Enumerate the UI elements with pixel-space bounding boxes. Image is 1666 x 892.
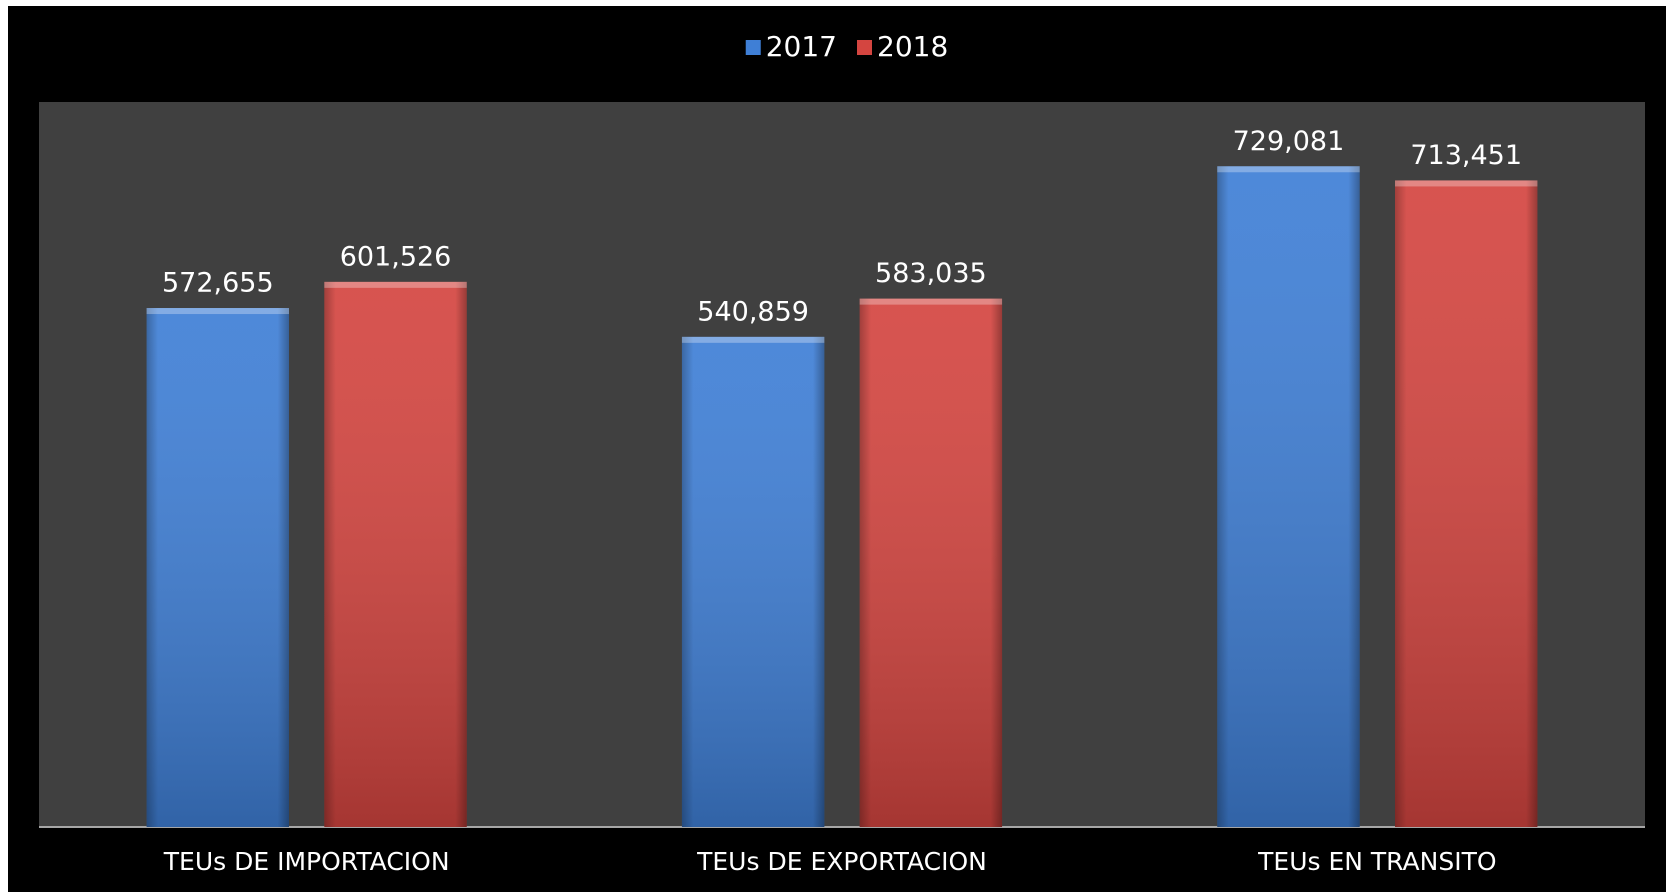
legend-swatch: [745, 40, 761, 55]
legend-label: 2017: [766, 30, 837, 63]
data-label: 540,859: [697, 296, 809, 327]
data-label: 601,526: [340, 241, 452, 272]
bar-edge: [1217, 166, 1360, 828]
bar-bevel: [324, 281, 467, 288]
plot-area: [39, 102, 1645, 827]
x-tick-label: TEUs EN TRANSITO: [1257, 847, 1496, 876]
data-label: 583,035: [875, 258, 987, 289]
bar-bevel: [859, 298, 1003, 305]
bar-bevel: [681, 336, 825, 343]
bar-bevel: [1217, 166, 1360, 173]
bar-edge: [681, 336, 825, 827]
x-tick-label: TEUs DE IMPORTACION: [163, 847, 450, 876]
bar-edge: [324, 281, 467, 827]
data-label: 572,655: [162, 268, 274, 299]
bar-bevel: [1394, 180, 1538, 187]
legend-swatch: [857, 40, 872, 55]
bar-edge: [859, 298, 1003, 828]
data-label: 729,081: [1233, 126, 1345, 157]
x-tick-label: TEUs DE EXPORTACION: [696, 847, 987, 876]
legend-label: 2018: [877, 30, 948, 63]
bar-edge: [146, 308, 290, 828]
bar-edge: [1394, 180, 1538, 827]
bar-bevel: [146, 308, 290, 315]
data-label: 713,451: [1410, 140, 1522, 171]
